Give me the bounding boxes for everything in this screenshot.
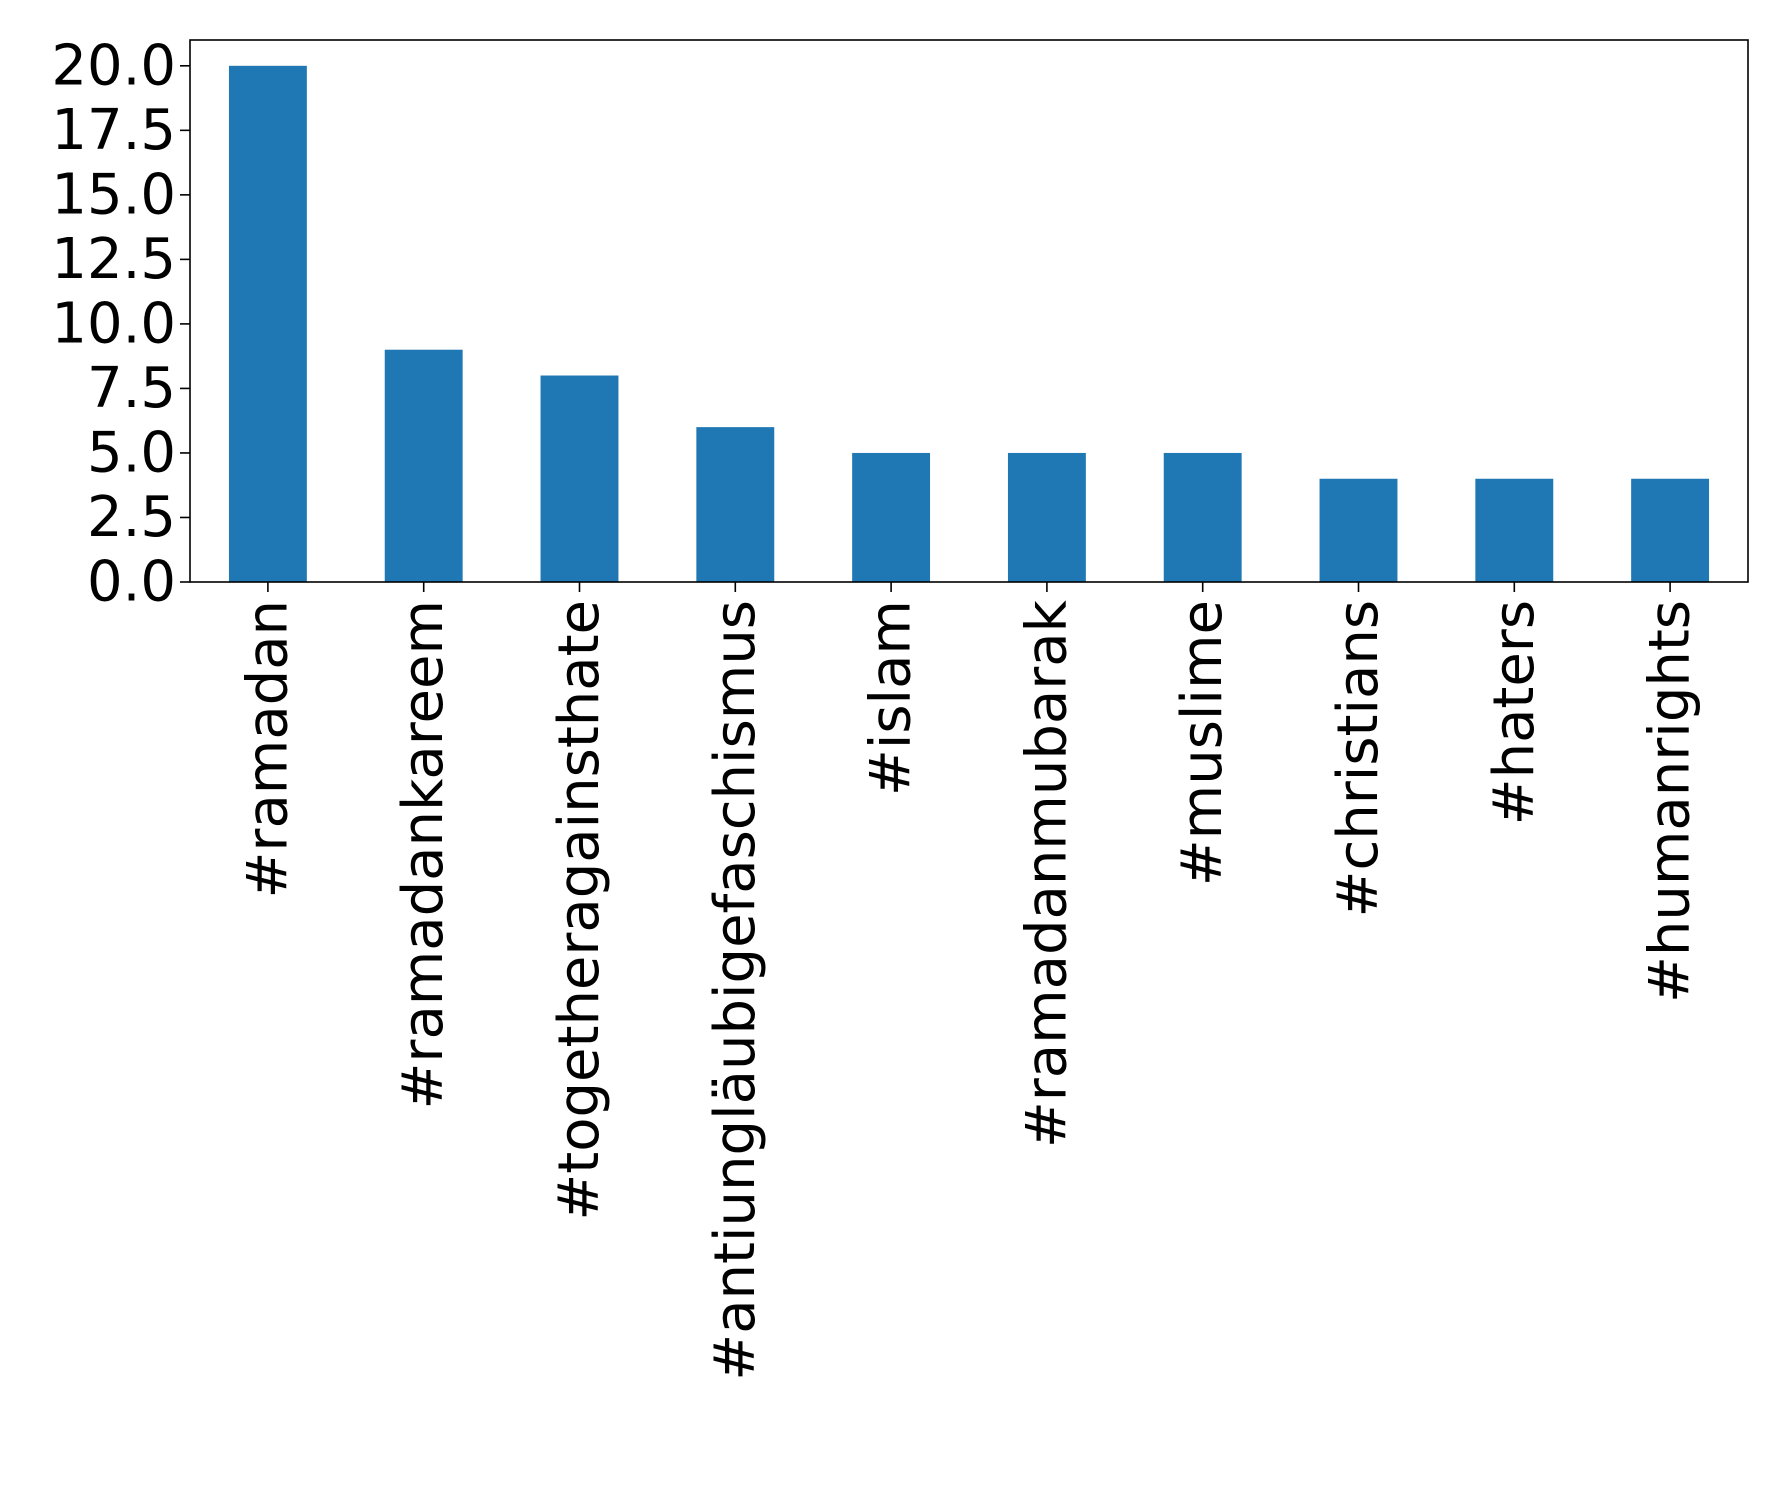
x-tick-label: #muslime: [1170, 600, 1235, 886]
y-tick-label: 15.0: [51, 162, 176, 227]
x-tick-label: #haters: [1482, 600, 1547, 825]
bar-haters: [1475, 478, 1554, 582]
bar-muslime: [1163, 452, 1242, 582]
bar-ramadankareem: [384, 349, 463, 582]
x-axis: #ramadan #ramadankareem #togetheragainstha…: [235, 582, 1703, 1381]
plot-area: [228, 65, 1710, 582]
y-tick-label: 5.0: [87, 420, 176, 485]
y-tick-label: 7.5: [87, 356, 176, 421]
x-tick-label: #ramadankareem: [391, 600, 456, 1110]
y-tick-label: 2.5: [87, 485, 176, 550]
bar-togetheragainsthate: [540, 375, 619, 582]
bar-islam: [852, 452, 931, 582]
x-tick-label: #christians: [1326, 600, 1391, 917]
bar-christians: [1319, 478, 1398, 582]
x-tick-label: #togetheragainsthate: [547, 600, 612, 1221]
x-tick-label: #islam: [859, 600, 924, 796]
y-tick-label: 10.0: [51, 291, 176, 356]
x-tick-label: #humanrights: [1638, 600, 1703, 1003]
y-tick-label: 20.0: [51, 33, 176, 98]
y-tick-label: 0.0: [87, 550, 176, 615]
x-tick-label: #ramadanmubarak: [1014, 599, 1079, 1148]
plot-frame: [189, 39, 1749, 583]
bar-humanrights: [1631, 478, 1710, 582]
bar-ramadan: [228, 65, 307, 582]
y-tick-label: 12.5: [51, 227, 176, 292]
x-tick-label: #ramadan: [235, 600, 300, 898]
bar-antiungläubigefaschismus: [696, 427, 775, 582]
y-tick-label: 17.5: [51, 98, 176, 163]
x-tick-label: #antiungläubigefaschismus: [703, 600, 768, 1381]
bar-ramadanmubarak: [1007, 452, 1086, 582]
y-axis: 0.02.55.07.510.012.515.017.520.0: [51, 33, 190, 615]
